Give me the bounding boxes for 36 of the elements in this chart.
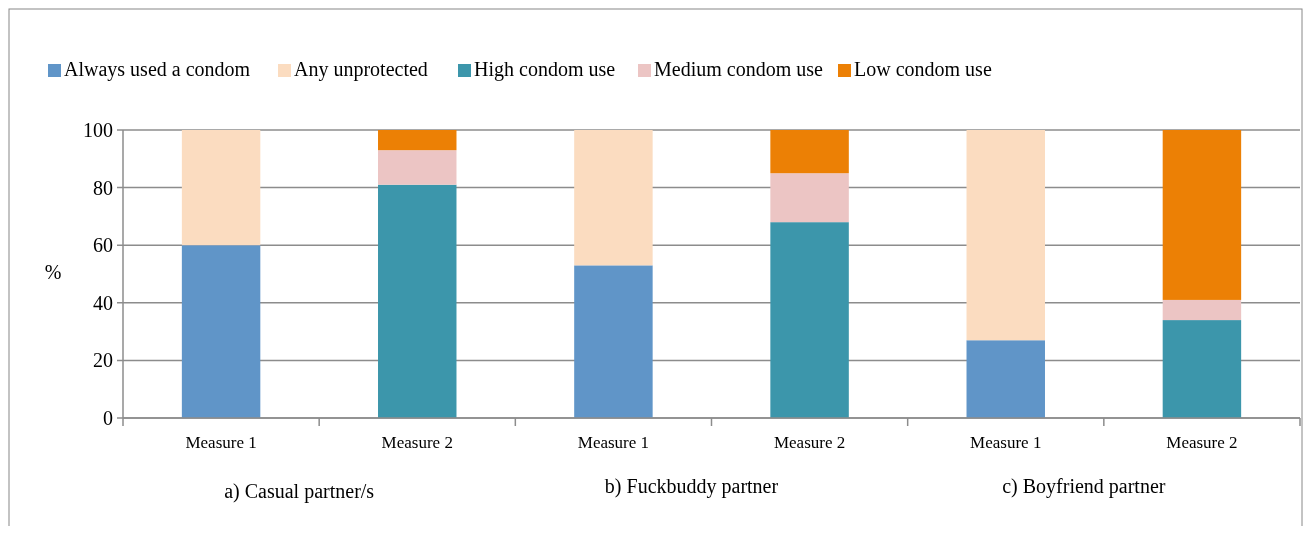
y-tick-label: 100 [83, 119, 113, 141]
legend-label: Medium condom use [654, 58, 823, 80]
legend-label: Always used a condom [64, 58, 251, 81]
x-tick-label: Measure 2 [381, 433, 453, 452]
bar [1162, 130, 1242, 300]
x-tick-label: Measure 1 [577, 433, 650, 452]
legend-label: Any unprotected [294, 58, 428, 81]
bar [181, 130, 261, 246]
y-axis-title: % [44, 261, 62, 283]
y-tick-label: 20 [93, 349, 113, 372]
x-tick-label: Measure 2 [773, 433, 846, 452]
legend-label: High condom use [474, 58, 616, 81]
text: b) Fuckbuddy partner [604, 475, 779, 498]
y-tick-label: 0 [103, 407, 113, 429]
x-tick-label: Measure 2 [1166, 433, 1238, 452]
bar [181, 245, 261, 418]
bar [966, 130, 1045, 341]
x-tick-label: Measure 1 [185, 433, 257, 452]
text: a) Casual partner/s [224, 480, 375, 503]
legend-label: Low condom use [854, 58, 992, 80]
bar [770, 173, 849, 223]
bar [574, 265, 653, 418]
y-tick-label: 80 [93, 176, 113, 199]
y-tick-label: 40 [93, 291, 113, 314]
bar [574, 130, 653, 266]
text: c) Boyfriend partner [1002, 475, 1166, 498]
bar [966, 340, 1045, 418]
bar [378, 150, 457, 185]
bar [770, 130, 849, 174]
bar [378, 130, 457, 151]
bar [378, 184, 457, 418]
x-tick-label: Measure 1 [970, 433, 1042, 452]
bar [1162, 299, 1242, 321]
bar [770, 222, 849, 418]
bar [1162, 320, 1242, 418]
y-tick-label: 60 [93, 234, 113, 257]
